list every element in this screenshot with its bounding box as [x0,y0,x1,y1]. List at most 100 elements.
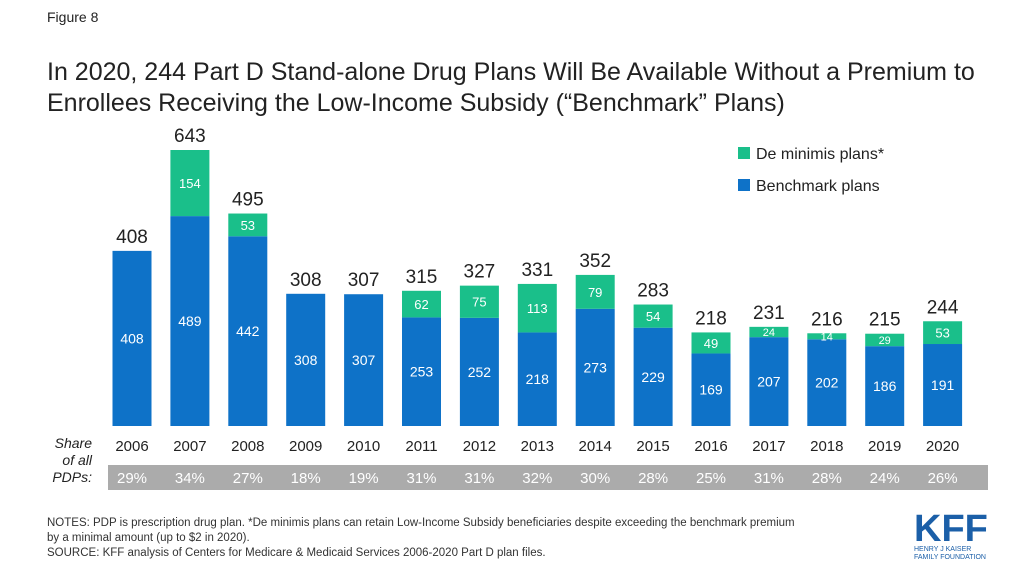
share-value-label: 29% [117,470,147,487]
deminimis-value-label: 29 [879,335,891,347]
deminimis-bar [923,321,963,345]
total-value-label: 408 [116,227,148,248]
benchmark-bar [575,308,615,426]
benchmark-value-label: 207 [757,374,781,390]
benchmark-bar [633,327,673,426]
svg-text:KFF: KFF [914,508,988,550]
notes-line-1: NOTES: PDP is prescription drug plan. *D… [47,517,795,529]
x-tick-label: 2018 [810,438,843,455]
share-value-label: 24% [870,470,900,487]
benchmark-bar [402,317,441,426]
deminimis-bar [865,333,905,347]
share-value-label: 30% [580,470,610,487]
deminimis-bar [691,332,731,354]
benchmark-bar [691,353,731,426]
benchmark-value-label: 252 [468,364,492,380]
benchmark-value-label: 408 [120,330,144,346]
total-value-label: 216 [811,309,843,330]
x-tick-label: 2010 [347,438,380,455]
svg-text:FAMILY FOUNDATION: FAMILY FOUNDATION [914,554,986,561]
share-value-label: 18% [291,470,321,487]
deminimis-bar [228,213,268,237]
deminimis-value-label: 14 [821,331,833,343]
share-value-label: 25% [696,470,726,487]
share-value-label: 31% [406,470,436,487]
deminimis-bar [402,290,441,318]
benchmark-bar [807,339,847,426]
deminimis-value-label: 53 [241,218,255,233]
share-value-label: 27% [233,470,263,487]
x-tick-label: 2013 [521,438,554,455]
benchmark-value-label: 186 [873,378,897,394]
benchmark-bar [344,294,384,426]
benchmark-value-label: 273 [584,359,608,375]
share-value-label: 34% [175,470,205,487]
deminimis-value-label: 62 [414,297,428,312]
x-tick-label: 2011 [405,438,437,455]
deminimis-value-label: 75 [472,295,486,310]
benchmark-value-label: 308 [294,352,318,368]
deminimis-value-label: 79 [588,285,602,300]
benchmark-bar [865,346,905,426]
notes: NOTES: PDP is prescription drug plan. *D… [47,516,887,561]
benchmark-value-label: 218 [526,371,550,387]
legend-label-deminimis: De minimis plans* [756,146,884,163]
benchmark-bar [228,236,268,426]
share-row-background [108,465,988,490]
x-tick-label: 2014 [579,438,612,455]
total-value-label: 352 [579,251,611,272]
benchmark-value-label: 307 [352,352,376,368]
total-value-label: 308 [290,270,322,291]
total-value-label: 331 [521,260,553,281]
share-value-label: 28% [638,470,668,487]
benchmark-bar [170,216,210,426]
total-value-label: 327 [464,262,496,283]
chart-title: In 2020, 244 Part D Stand-alone Drug Pla… [47,58,975,117]
deminimis-bar [170,150,210,217]
svg-text:HENRY J KAISER: HENRY J KAISER [914,546,971,553]
x-tick-label: 2008 [231,438,264,455]
total-value-label: 215 [869,310,901,331]
legend-label-benchmark: Benchmark plans [756,178,880,195]
x-tick-label: 2007 [173,438,206,455]
deminimis-value-label: 53 [935,326,949,341]
x-tick-label: 2012 [463,438,496,455]
share-value-label: 31% [754,470,784,487]
deminimis-value-label: 54 [646,309,660,324]
legend-swatch-deminimis [738,147,750,159]
share-value-label: 31% [464,470,494,487]
total-value-label: 495 [232,190,264,211]
legend-swatch-benchmark [738,179,750,191]
benchmark-bar [749,337,789,426]
benchmark-value-label: 229 [641,369,665,385]
deminimis-value-label: 49 [704,336,718,351]
share-row-label: of all [62,452,92,468]
x-tick-label: 2009 [289,438,322,455]
deminimis-value-label: 24 [763,327,775,339]
x-tick-label: 2015 [636,438,669,455]
deminimis-bar [749,326,789,338]
benchmark-bar [517,332,557,426]
total-value-label: 315 [406,267,438,288]
deminimis-bar [459,285,499,318]
benchmark-bar [459,317,499,426]
total-value-label: 218 [695,308,727,329]
benchmark-value-label: 253 [410,364,434,380]
share-value-label: 19% [349,470,379,487]
total-value-label: 307 [348,270,380,291]
benchmark-value-label: 489 [178,313,202,329]
x-tick-label: 2017 [752,438,785,455]
benchmark-value-label: 202 [815,375,839,391]
deminimis-bar [633,304,673,328]
deminimis-bar [807,333,847,340]
share-value-label: 32% [522,470,552,487]
notes-line-2: by a minimal amount (up to $2 in 2020). [47,532,250,544]
total-value-label: 283 [637,281,669,302]
figure-label: Figure 8 [47,9,99,25]
benchmark-value-label: 169 [699,382,723,398]
total-value-label: 231 [753,303,785,324]
deminimis-value-label: 113 [527,301,548,316]
share-value-label: 26% [928,470,958,487]
deminimis-bar [517,283,557,333]
